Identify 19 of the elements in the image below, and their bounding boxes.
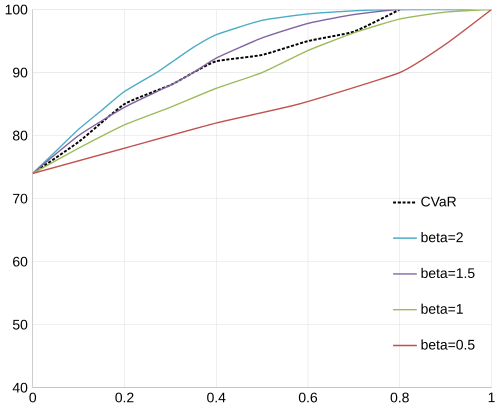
legend-label: beta=1 (421, 304, 463, 314)
y-tick-label: 90 (13, 68, 28, 78)
x-tick-label: 0.4 (207, 392, 226, 402)
x-tick-label: 0.2 (115, 392, 134, 402)
y-tick-label: 70 (13, 194, 28, 204)
y-tick-label: 100 (6, 4, 28, 14)
legend-label: beta=2 (421, 232, 463, 242)
x-tick-label: 0.6 (298, 392, 318, 402)
legend-label: beta=1.5 (421, 268, 475, 278)
x-tick-label: 0 (29, 392, 36, 402)
legend-label: beta=0.5 (421, 339, 475, 350)
y-tick-label: 50 (12, 320, 28, 330)
y-tick-label: 60 (13, 256, 28, 267)
x-tick-label: 1 (488, 392, 495, 402)
x-tick-label: 0.8 (390, 392, 409, 402)
y-tick-label: 40 (12, 382, 28, 393)
y-tick-label: 80 (12, 130, 28, 140)
line-series (32, 10, 492, 174)
legend-label: CVaR (421, 196, 456, 206)
